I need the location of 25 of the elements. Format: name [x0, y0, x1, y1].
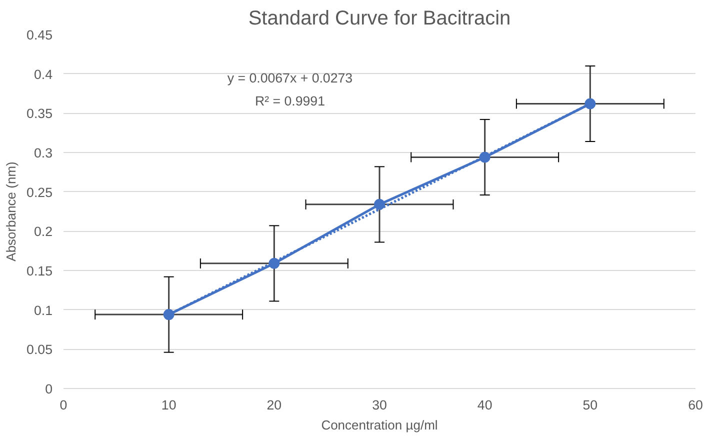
y-tick-label: 0.15 [26, 264, 53, 278]
y-tick-label: 0.25 [26, 184, 53, 200]
x-tick-label: 20 [266, 398, 282, 412]
y-tick-label: 0.05 [26, 342, 53, 358]
x-tick-label: 60 [688, 398, 703, 412]
y-tick-label: 0.1 [34, 302, 53, 318]
x-tick-label: 10 [161, 398, 176, 412]
point [584, 98, 596, 110]
annotation: R² = 0.9991 [254, 93, 325, 108]
x-tick-label: 30 [372, 398, 387, 412]
y-tick-label: 0 [45, 382, 53, 396]
y-tick-label: 0.45 [26, 28, 53, 42]
y-tick-label: 0.4 [34, 66, 54, 82]
y-tick-label: 0.35 [26, 106, 53, 122]
y-tick-label: 0.2 [34, 224, 53, 240]
y-axis-title: Absorbance (nm) [4, 162, 19, 262]
x-axis-title: Concentration µg/ml [321, 418, 438, 432]
y-tick-label: 0.3 [34, 146, 53, 160]
point [374, 198, 385, 210]
x-tick-label: 50 [582, 398, 598, 412]
annotation: y = 0.0067x + 0.0273 [227, 70, 353, 86]
x-tick-label: 40 [477, 398, 492, 412]
point [163, 309, 174, 320]
x-tick-label: 0 [60, 398, 68, 412]
chart-title: Standard Curve for Bacitracin [248, 8, 511, 30]
